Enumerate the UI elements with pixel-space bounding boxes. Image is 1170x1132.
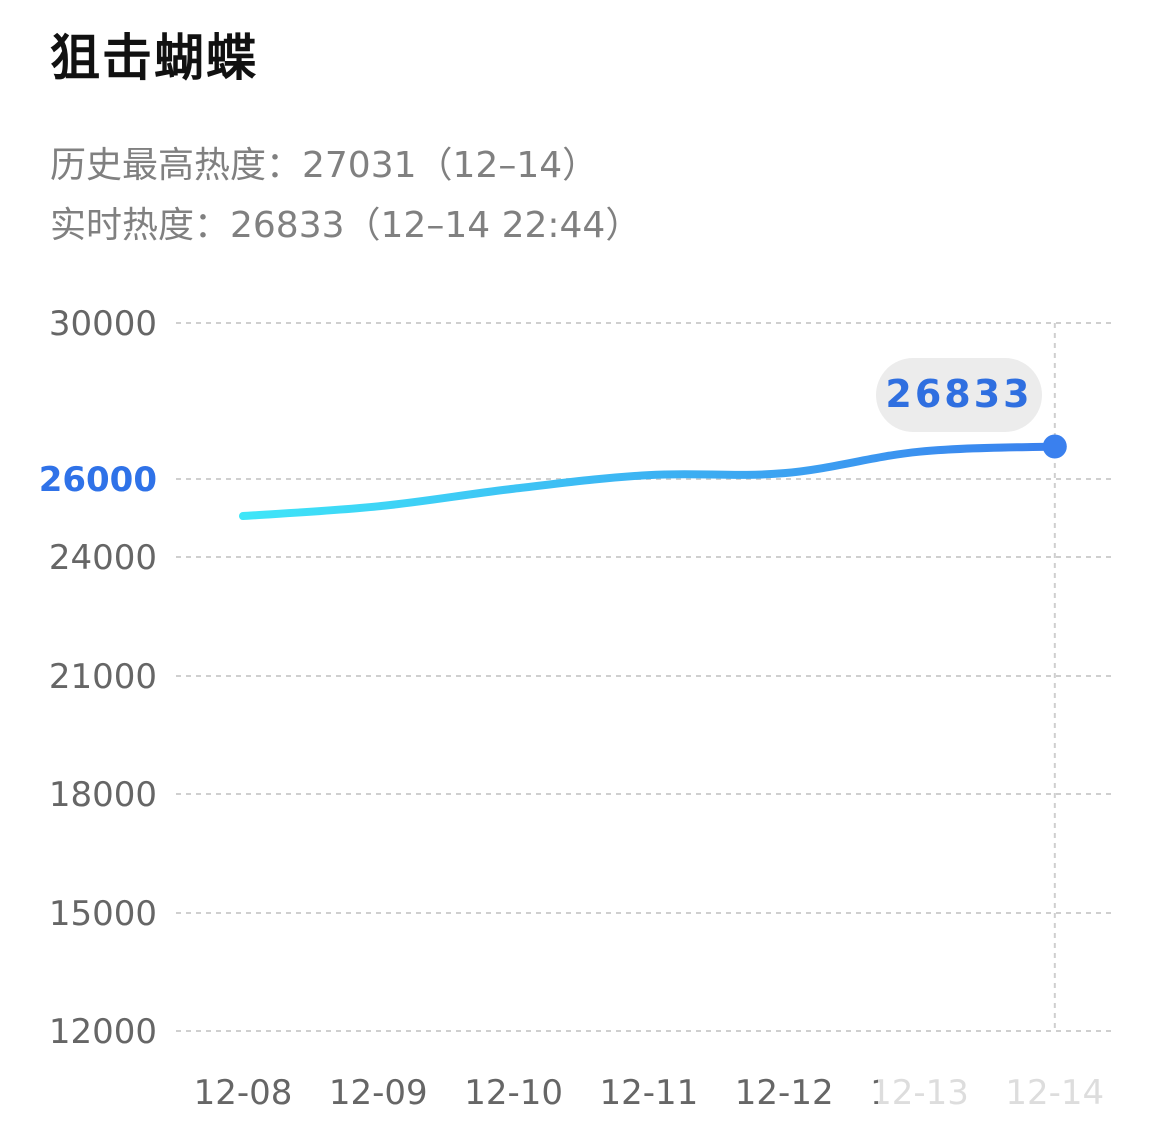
series-line bbox=[239, 442, 1059, 521]
peak-heat-stat: 历史最高热度：27031（12–14） bbox=[50, 145, 599, 186]
x-tick-label: 12-08 bbox=[194, 1073, 293, 1113]
series-heat bbox=[239, 434, 1067, 521]
realtime-heat-stat: 实时热度：26833（12–14 22:44） bbox=[50, 205, 642, 246]
y-tick-label: 26000 bbox=[39, 460, 157, 500]
y-tick-label: 18000 bbox=[49, 775, 157, 815]
y-tick-label: 21000 bbox=[49, 657, 157, 697]
y-tick-label: 15000 bbox=[49, 894, 157, 934]
value-tooltip: 26833 bbox=[876, 358, 1042, 432]
tooltip-value: 26833 bbox=[885, 372, 1032, 416]
tooltip-bubble bbox=[876, 358, 1042, 432]
y-axis-ticks: 30000 26000 24000 21000 18000 15000 12000 bbox=[39, 304, 157, 1052]
x-tick-label: 12-12 bbox=[735, 1073, 834, 1113]
y-tick-label: 30000 bbox=[49, 304, 157, 344]
x-tick-label: 12-10 bbox=[464, 1073, 563, 1113]
page-title: 狙击蝴蝶 bbox=[50, 29, 258, 87]
data-point-last bbox=[1042, 434, 1067, 459]
x-tick-label: 12-11 bbox=[600, 1073, 699, 1113]
y-tick-label: 12000 bbox=[49, 1012, 157, 1052]
x-tick-label: 12-09 bbox=[329, 1073, 428, 1113]
watermark-overlay bbox=[878, 1078, 1170, 1132]
y-tick-label: 24000 bbox=[49, 538, 157, 578]
